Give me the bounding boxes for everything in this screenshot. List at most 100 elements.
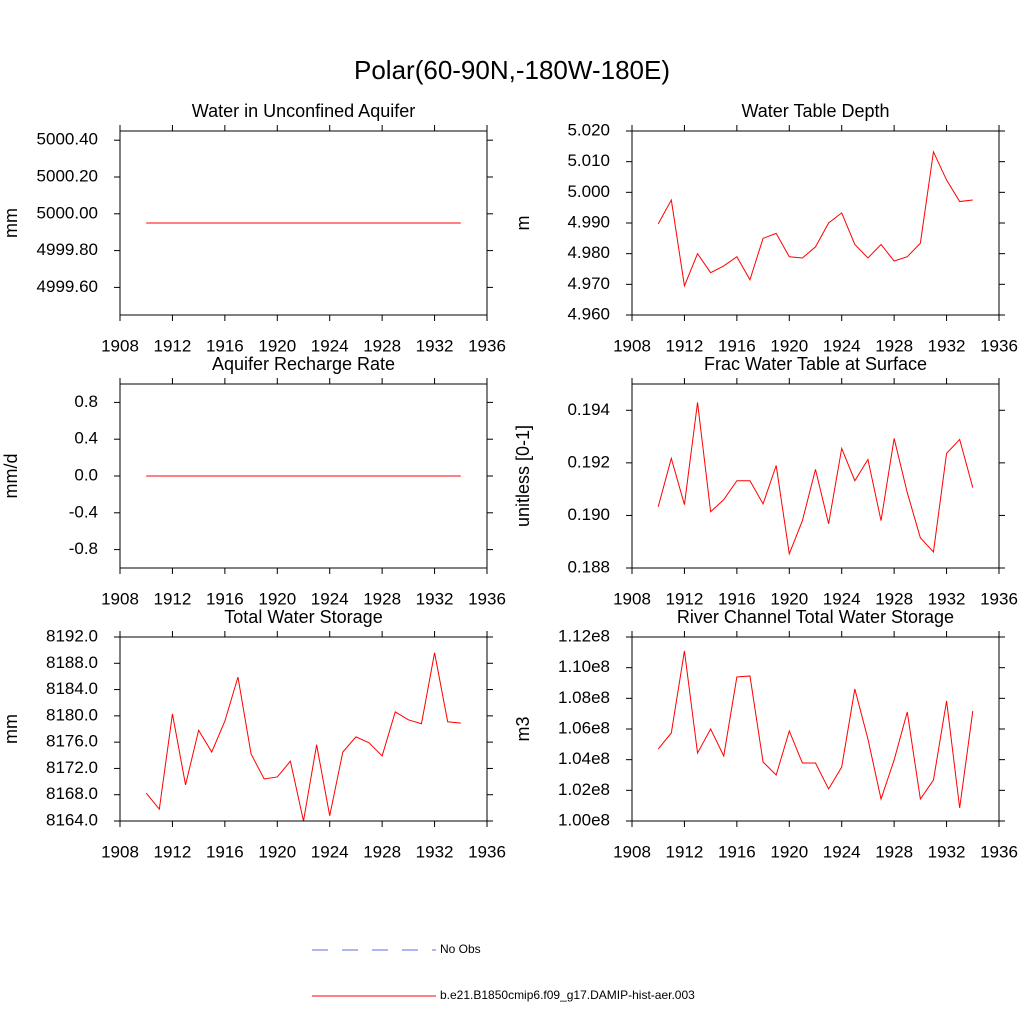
x-tick-label: 1908 <box>101 589 139 608</box>
data-line <box>657 150 973 288</box>
y-tick-label: 5000.20 <box>37 166 98 185</box>
x-tick-label: 1912 <box>666 336 704 355</box>
x-tick-label: 1928 <box>875 336 913 355</box>
y-tick-label: 8176.0 <box>46 732 98 751</box>
x-tick-label: 1908 <box>613 589 651 608</box>
x-tick-label: 1932 <box>416 842 454 861</box>
x-tick-label: 1908 <box>101 336 139 355</box>
y-tick-label: 5.010 <box>567 151 610 170</box>
y-tick-label: 1.10e8 <box>558 657 610 676</box>
x-tick-label: 1928 <box>363 842 401 861</box>
x-tick-label: 1932 <box>416 589 454 608</box>
panel-title: Water Table Depth <box>741 101 889 121</box>
x-tick-label: 1932 <box>928 336 966 355</box>
y-tick-label: 4.970 <box>567 274 610 293</box>
y-axis-label: mm/d <box>1 454 21 499</box>
y-tick-label: 8192.0 <box>46 626 98 645</box>
x-tick-label: 1916 <box>206 589 244 608</box>
y-tick-label: 8188.0 <box>46 653 98 672</box>
x-tick-label: 1916 <box>206 336 244 355</box>
x-tick-label: 1916 <box>718 842 756 861</box>
y-axis-label: mm <box>1 714 21 744</box>
y-tick-label: 1.02e8 <box>558 780 610 799</box>
data-line <box>145 652 461 822</box>
y-axis-label: mm <box>1 208 21 238</box>
y-tick-label: 5000.00 <box>37 203 98 222</box>
data-line <box>657 402 974 556</box>
x-tick-label: 1920 <box>770 842 808 861</box>
y-tick-label: 1.08e8 <box>558 688 610 707</box>
y-tick-label: 0.194 <box>567 400 610 419</box>
y-tick-label: 8168.0 <box>46 784 98 803</box>
x-tick-label: 1936 <box>468 589 506 608</box>
x-tick-label: 1920 <box>258 589 296 608</box>
panel-title: Water in Unconfined Aquifer <box>192 101 415 121</box>
x-tick-label: 1932 <box>416 336 454 355</box>
y-tick-label: 0.8 <box>74 392 98 411</box>
y-axis-label: m <box>513 216 533 231</box>
y-tick-label: -0.4 <box>69 502 98 521</box>
y-tick-label: 5.000 <box>567 182 610 201</box>
x-tick-label: 1936 <box>980 589 1018 608</box>
y-tick-label: 1.12e8 <box>558 626 610 645</box>
x-tick-label: 1924 <box>311 589 349 608</box>
y-tick-label: 1.00e8 <box>558 810 610 829</box>
plot-frame <box>631 383 1000 569</box>
x-tick-label: 1936 <box>468 336 506 355</box>
plot-frame <box>119 383 488 569</box>
y-tick-label: 0.4 <box>74 429 98 448</box>
plot-frame <box>119 636 488 822</box>
x-tick-label: 1920 <box>770 589 808 608</box>
y-tick-label: 1.06e8 <box>558 718 610 737</box>
y-tick-label: 0.192 <box>567 452 610 471</box>
x-tick-label: 1912 <box>666 842 704 861</box>
x-tick-label: 1912 <box>154 336 192 355</box>
y-tick-label: 4.990 <box>567 212 610 231</box>
x-tick-label: 1928 <box>363 589 401 608</box>
legend-label: b.e21.B1850cmip6.f09_g17.DAMIP-hist-aer.… <box>440 988 695 1002</box>
y-tick-label: 4.980 <box>567 243 610 262</box>
figure-title: Polar(60-90N,-180W-180E) <box>354 55 670 85</box>
y-tick-label: 5.020 <box>567 120 610 139</box>
x-tick-label: 1932 <box>928 589 966 608</box>
x-tick-label: 1908 <box>613 336 651 355</box>
y-tick-label: 0.188 <box>567 557 610 576</box>
plot-frame <box>631 130 1000 316</box>
x-tick-label: 1912 <box>154 842 192 861</box>
x-tick-label: 1908 <box>101 842 139 861</box>
y-axis-label: unitless [0-1] <box>513 425 533 527</box>
y-tick-label: 1.04e8 <box>558 749 610 768</box>
plot-frame <box>631 636 1000 822</box>
panel-title: Frac Water Table at Surface <box>704 354 927 374</box>
plot-frame <box>119 130 488 316</box>
x-tick-label: 1924 <box>311 842 349 861</box>
x-tick-label: 1920 <box>258 842 296 861</box>
x-tick-label: 1924 <box>823 589 861 608</box>
panel-title: River Channel Total Water Storage <box>677 607 954 627</box>
x-tick-label: 1932 <box>928 842 966 861</box>
legend-label: No Obs <box>440 942 481 956</box>
x-tick-label: 1924 <box>823 336 861 355</box>
y-tick-label: 4999.80 <box>37 240 98 259</box>
x-tick-label: 1924 <box>311 336 349 355</box>
y-axis-label: m3 <box>513 716 533 741</box>
x-tick-label: 1928 <box>875 589 913 608</box>
y-tick-label: 5000.40 <box>37 130 98 149</box>
panel-title: Total Water Storage <box>224 607 382 627</box>
y-tick-label: 8164.0 <box>46 810 98 829</box>
x-tick-label: 1924 <box>823 842 861 861</box>
x-tick-label: 1936 <box>980 336 1018 355</box>
y-tick-label: 0.190 <box>567 505 610 524</box>
x-tick-label: 1936 <box>980 842 1018 861</box>
y-tick-label: 8172.0 <box>46 758 98 777</box>
x-tick-label: 1916 <box>718 336 756 355</box>
x-tick-label: 1912 <box>666 589 704 608</box>
y-tick-label: 0.0 <box>74 465 98 484</box>
y-tick-label: 8180.0 <box>46 705 98 724</box>
y-tick-label: 8184.0 <box>46 679 98 698</box>
x-tick-label: 1916 <box>206 842 244 861</box>
x-tick-label: 1908 <box>613 842 651 861</box>
x-tick-label: 1928 <box>875 842 913 861</box>
x-tick-label: 1936 <box>468 842 506 861</box>
